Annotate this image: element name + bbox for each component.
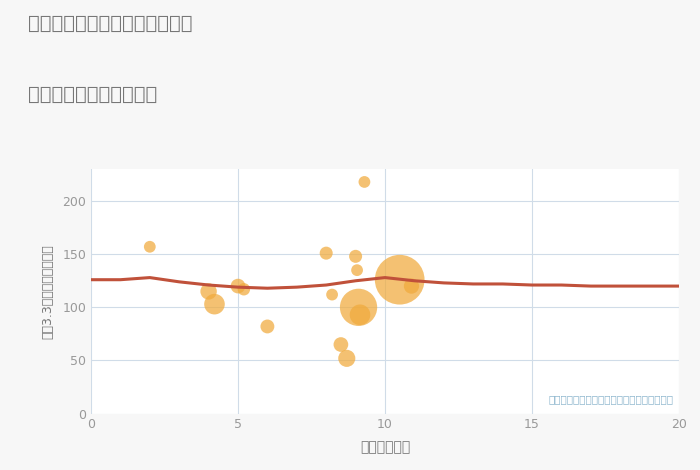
Point <box>321 250 332 257</box>
Point <box>406 282 417 290</box>
Text: 円の大きさは、取引のあった物件面積を示す: 円の大きさは、取引のあった物件面積を示す <box>548 394 673 404</box>
Point <box>353 304 364 311</box>
Point <box>262 323 273 330</box>
Point <box>238 285 249 293</box>
Point <box>209 300 220 308</box>
Point <box>354 311 365 319</box>
Point <box>350 252 361 260</box>
Point <box>351 266 363 274</box>
Point <box>341 354 352 362</box>
Text: 神奈川県川崎市川崎区日ノ出の: 神奈川県川崎市川崎区日ノ出の <box>28 14 192 33</box>
Point <box>335 341 346 348</box>
Point <box>359 178 370 186</box>
Point <box>326 291 337 298</box>
Y-axis label: 坪（3.3㎡）単価（万円）: 坪（3.3㎡）単価（万円） <box>41 244 54 339</box>
Point <box>394 276 405 283</box>
X-axis label: 駅距離（分）: 駅距離（分） <box>360 440 410 454</box>
Text: 駅距離別中古戸建て価格: 駅距離別中古戸建て価格 <box>28 85 158 103</box>
Point <box>232 282 244 290</box>
Point <box>144 243 155 251</box>
Point <box>203 288 214 295</box>
